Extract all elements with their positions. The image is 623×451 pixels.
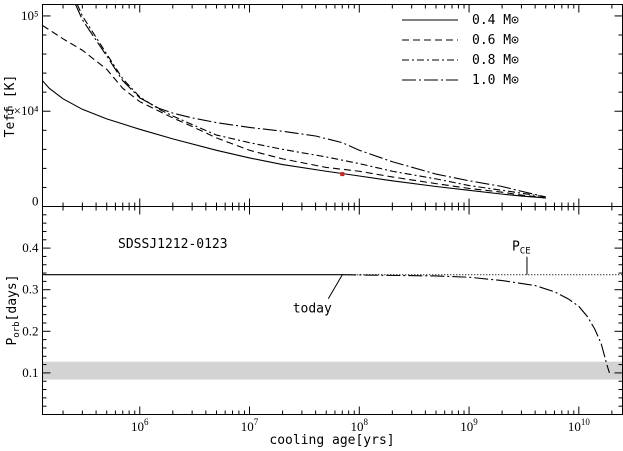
y-tick-label-bottom: 0.1 [22,365,38,380]
porb-main: P [5,338,20,346]
x-tick-label: 107 [241,417,259,434]
bottom-panel: 0.1 0.2 0.3 0.4 106 107 108 109 1010 SDSSJ1212-… [5,206,623,448]
p-ce-main: P [512,240,520,255]
object-label: SDSSJ1212-0123 [118,237,228,252]
y-tick-label-top: 0 [32,194,39,209]
bottom-curves [42,256,623,374]
porb-line-future [342,274,610,374]
bottom-y-tick-labels: 0.1 0.2 0.3 0.4 [22,240,39,380]
today-pointer [327,274,343,299]
legend-label: 1.0 M⊙ [472,73,519,88]
top-panel: 0.4 M⊙ 0.6 M⊙ 0.8 M⊙ 1.0 M⊙ 0 5×10⁴ 10⁵ Teff … [3,4,623,209]
x-tick-labels: 106 107 108 109 1010 [131,417,590,434]
legend-label: 0.6 M⊙ [472,33,519,48]
series-line-0 [42,80,546,199]
x-tick-label: 1010 [568,417,591,434]
series-line-3 [75,4,546,198]
top-ticks [42,4,623,207]
today-label: today [293,302,332,317]
y-tick-label-bottom: 0.4 [22,240,39,255]
porb-rest: [days] [5,274,20,321]
y-axis-label-teff: Teff [K] [3,75,18,138]
shaded-band [42,361,623,380]
x-tick-label: 106 [131,417,149,434]
today-marker [340,172,345,177]
p-ce-sub: CE [520,247,531,257]
legend-label: 0.8 M⊙ [472,53,519,68]
top-plot-frame [42,4,623,207]
y-tick-label-bottom: 0.2 [22,323,38,338]
top-curves [42,4,546,199]
x-tick-label: 108 [351,417,369,434]
p-ce-label: PCE [512,240,531,257]
y-tick-label-top: 5×10⁴ [7,103,39,118]
legend-label: 0.4 M⊙ [472,13,519,28]
y-axis-label-porb: Porb[days] [5,274,22,345]
y-tick-label-top: 10⁵ [21,8,39,23]
legend: 0.4 M⊙ 0.6 M⊙ 0.8 M⊙ 1.0 M⊙ [402,13,519,88]
bottom-ticks [42,206,623,415]
x-axis-label: cooling age[yrs] [269,433,394,448]
top-y-tick-labels: 0 5×10⁴ 10⁵ [7,8,39,209]
y-tick-label-bottom: 0.3 [22,282,38,297]
series-line-2 [76,4,546,198]
series-line-1 [42,24,546,199]
x-tick-label: 109 [460,417,478,434]
porb-sub: orb [12,321,22,337]
